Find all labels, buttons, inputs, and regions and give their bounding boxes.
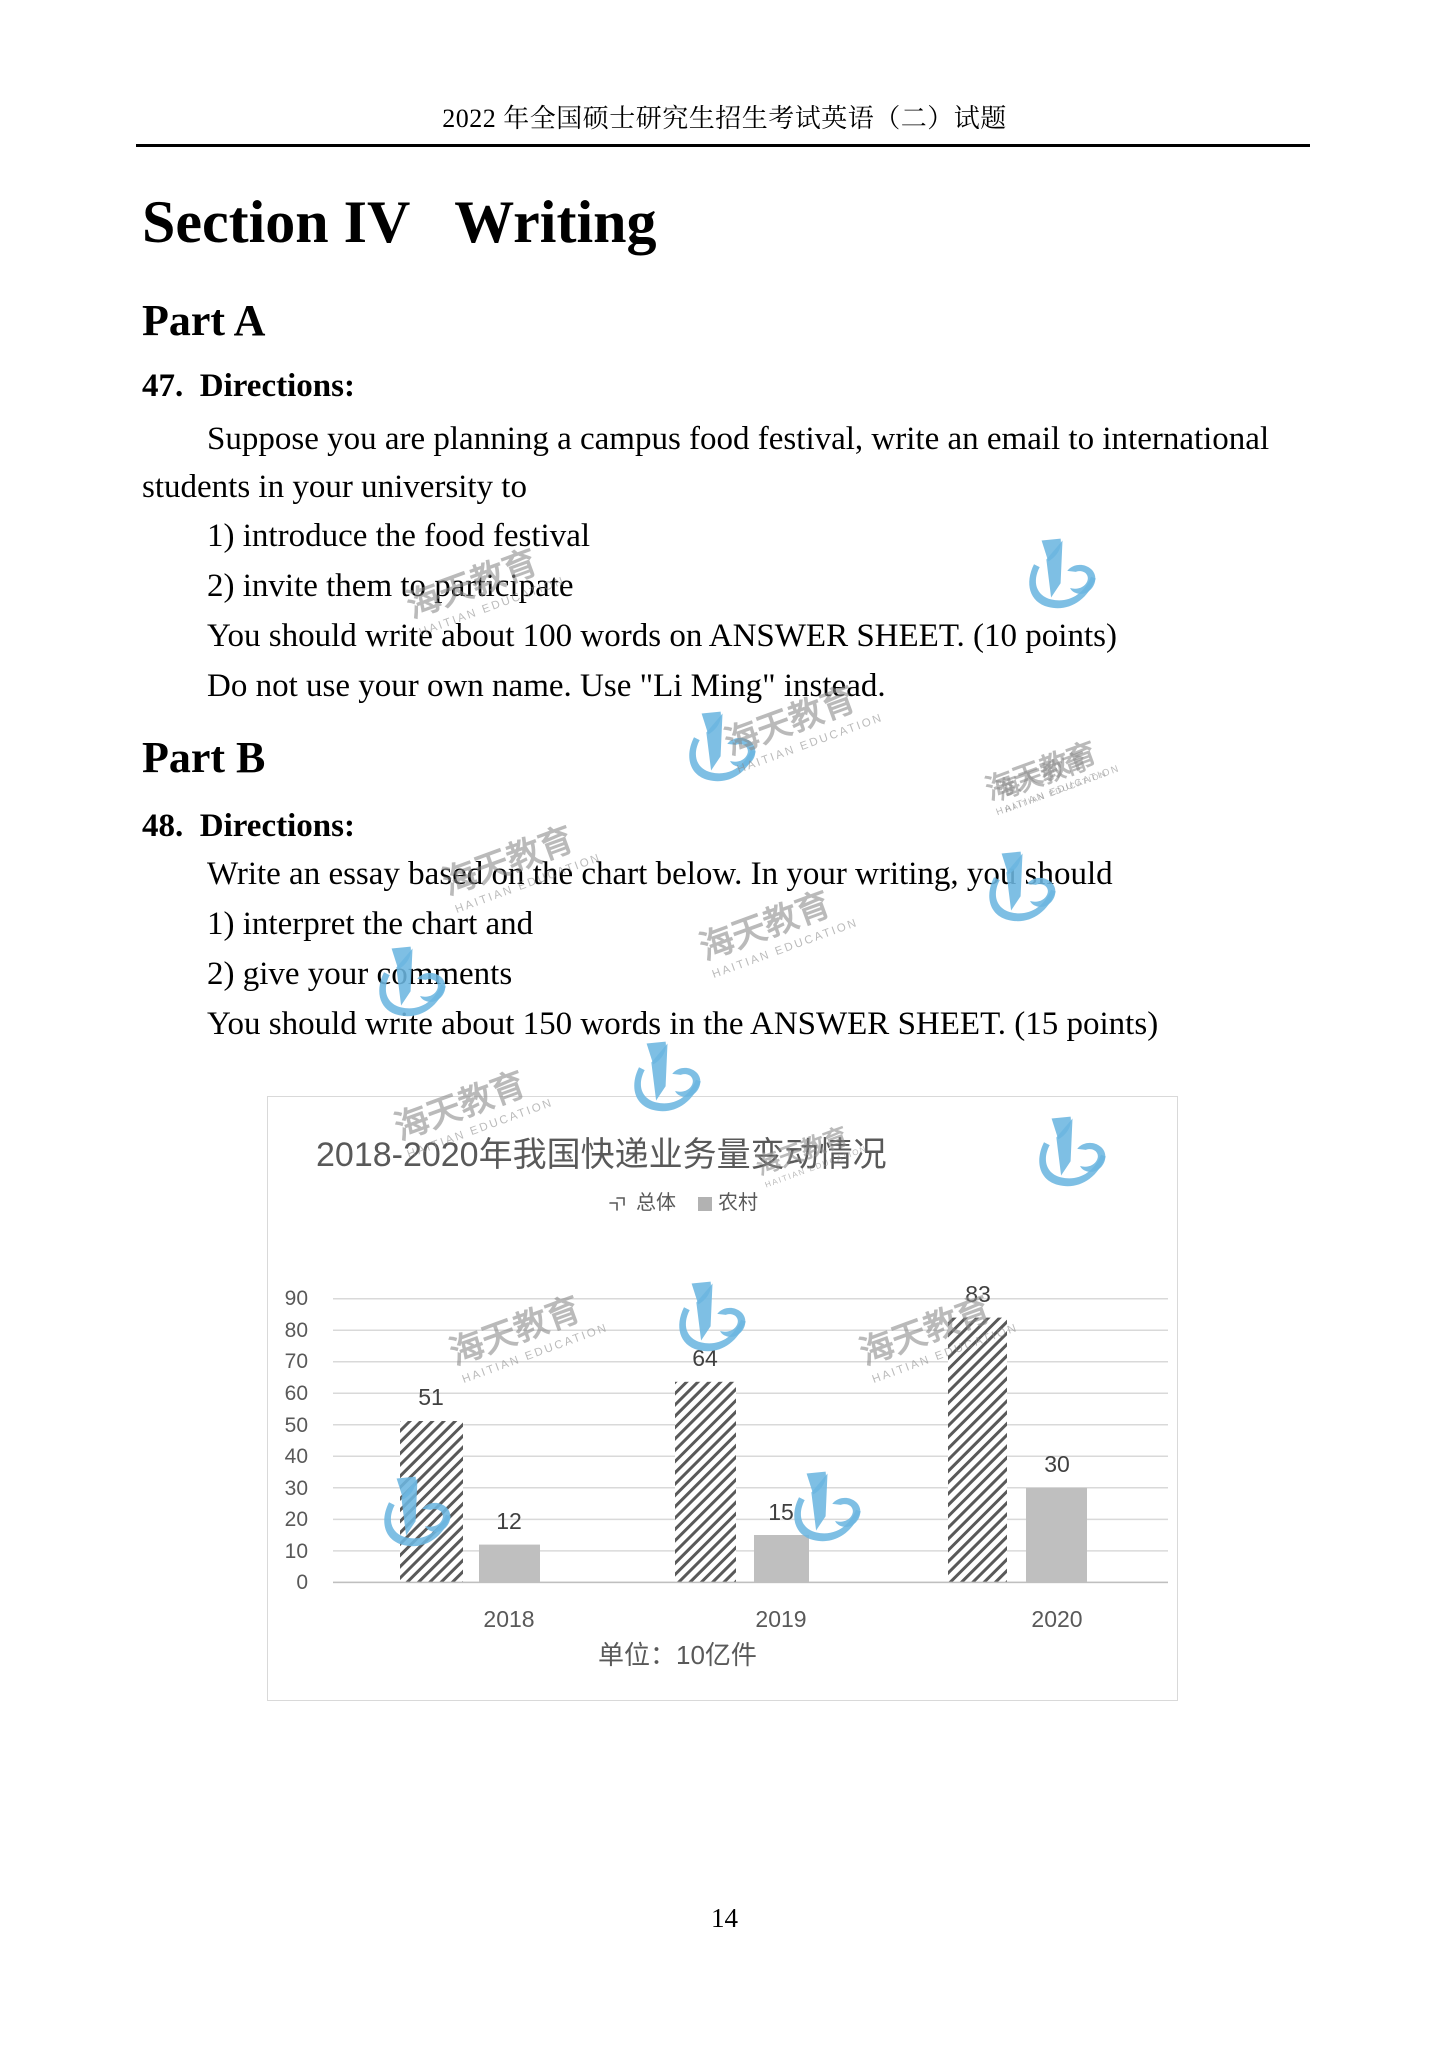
svg-text:20: 20 [285, 1508, 308, 1531]
svg-text:2019: 2019 [755, 1606, 806, 1632]
svg-text:90: 90 [285, 1287, 308, 1310]
svg-text:50: 50 [285, 1414, 308, 1437]
svg-text:10: 10 [285, 1540, 308, 1563]
svg-text:15: 15 [768, 1499, 794, 1525]
svg-text:30: 30 [1044, 1451, 1070, 1477]
svg-text:80: 80 [285, 1319, 308, 1342]
svg-text:83: 83 [965, 1281, 991, 1307]
svg-text:70: 70 [285, 1350, 308, 1373]
svg-text:2018: 2018 [483, 1606, 534, 1632]
svg-text:30: 30 [285, 1477, 308, 1500]
svg-text:40: 40 [285, 1445, 308, 1468]
svg-text:12: 12 [496, 1508, 522, 1534]
svg-text:农村: 农村 [718, 1191, 758, 1214]
svg-text:2020: 2020 [1031, 1606, 1082, 1632]
svg-text:0: 0 [296, 1571, 308, 1594]
svg-text:60: 60 [285, 1382, 308, 1405]
svg-text:总体: 总体 [636, 1191, 676, 1214]
svg-text:64: 64 [692, 1345, 718, 1371]
svg-text:51: 51 [418, 1384, 444, 1410]
